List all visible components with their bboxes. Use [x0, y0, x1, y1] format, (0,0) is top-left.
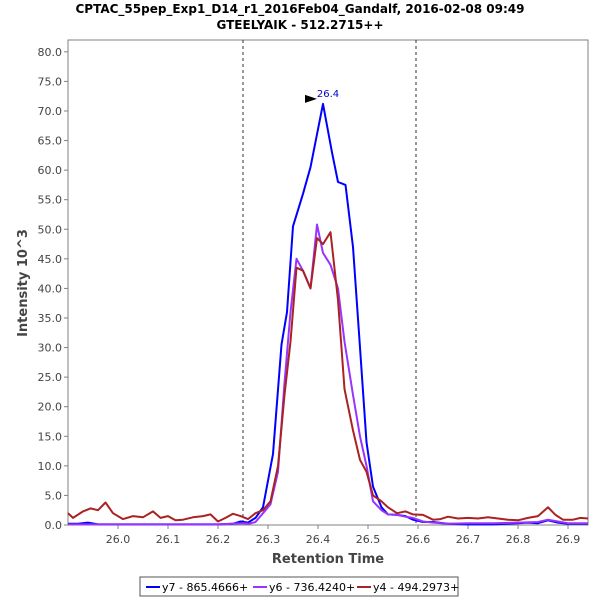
legend: y7 - 865.4666+ y6 - 736.4240+ y4 - 494.297… — [139, 576, 459, 597]
x-tick-label: 26.9 — [556, 533, 581, 546]
y-tick-label: 50.0 — [38, 223, 63, 236]
series-lines — [67, 102, 589, 526]
series-line-y6 — [68, 223, 588, 526]
legend-label: y7 - 865.4666+ — [162, 581, 248, 594]
peak-retention-label: 26.4 — [317, 89, 339, 100]
legend-label: y4 - 494.2973+ — [373, 581, 459, 594]
y-tick-label: 20.0 — [38, 401, 63, 414]
y-tick-label: 5.0 — [45, 489, 63, 502]
x-tick-label: 26.8 — [506, 533, 531, 546]
y-tick-label: 75.0 — [38, 75, 63, 88]
y-tick-label: 0.0 — [45, 519, 63, 532]
chart-title: CPTAC_55pep_Exp1_D14_r1_2016Feb04_Gandal… — [75, 2, 524, 17]
x-tick-label: 26.6 — [406, 533, 431, 546]
y-tick-label: 60.0 — [38, 164, 63, 177]
x-tick-label: 26.2 — [206, 533, 231, 546]
y-tick-label: 25.0 — [38, 371, 63, 384]
y-tick-label: 80.0 — [38, 46, 63, 59]
x-axis-ticks: 26.0 26.1 26.2 26.3 26.4 26.5 26.6 26.7 26.8 26.9 — [106, 525, 581, 546]
y-axis-ticks: 0.0 5.0 10.0 15.0 20.0 25.0 30.0 35.0 40.0 45.0 50… — [38, 46, 68, 532]
y-tick-label: 10.0 — [38, 460, 63, 473]
plot-area-frame — [67, 39, 589, 526]
y-axis-title: Intensity 10^3 — [16, 229, 31, 337]
peak-marker-arrow-icon — [305, 94, 317, 103]
y-tick-label: 30.0 — [38, 342, 63, 355]
y-tick-label: 55.0 — [38, 194, 63, 207]
y-tick-label: 65.0 — [38, 135, 63, 148]
y-tick-label: 40.0 — [38, 282, 63, 295]
x-tick-label: 26.4 — [306, 533, 331, 546]
y-tick-label: 45.0 — [38, 253, 63, 266]
y-tick-label: 70.0 — [38, 105, 63, 118]
legend-box — [139, 576, 459, 597]
x-tick-label: 26.7 — [456, 533, 481, 546]
integration-boundaries — [242, 40, 417, 525]
chart-subtitle: GTEELYAIK - 512.2715++ — [216, 18, 383, 32]
y-tick-label: 15.0 — [38, 430, 63, 443]
x-axis-title: Retention Time — [272, 552, 384, 567]
y-tick-label: 35.0 — [38, 312, 63, 325]
series-line-y4 — [67, 231, 589, 523]
x-tick-label: 26.5 — [356, 533, 381, 546]
legend-label: y6 - 736.4240+ — [269, 581, 355, 594]
x-tick-label: 26.3 — [256, 533, 281, 546]
x-tick-label: 26.1 — [156, 533, 181, 546]
x-tick-label: 26.0 — [106, 533, 131, 546]
